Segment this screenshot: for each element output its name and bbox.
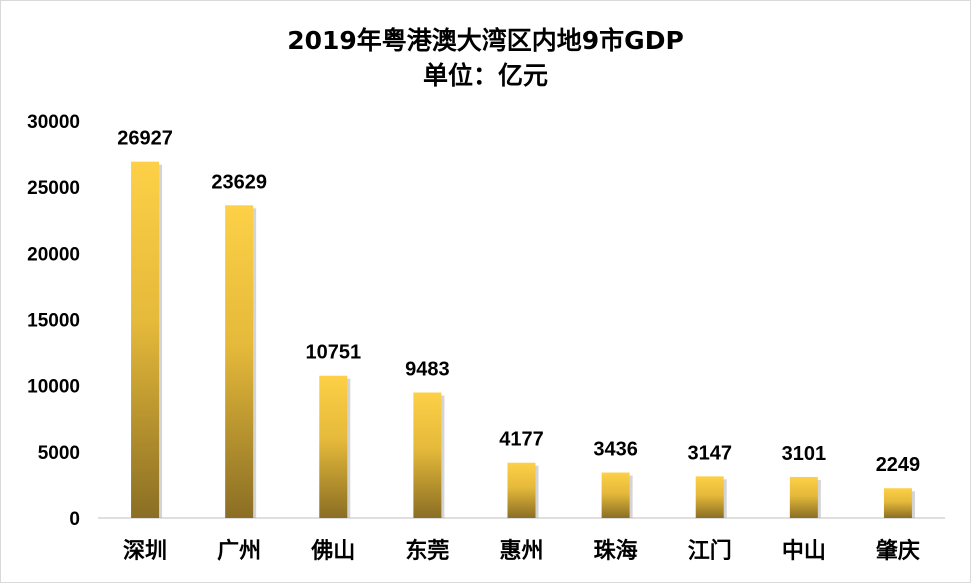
bar: [225, 205, 254, 518]
x-tick-label: 惠州: [499, 539, 543, 564]
y-tick-label: 0: [69, 509, 80, 530]
bar: [507, 462, 536, 518]
x-tick-label: 珠海: [594, 538, 638, 564]
y-tick-label: 30000: [27, 112, 80, 133]
bar: [695, 476, 724, 518]
data-label: 4177: [499, 429, 544, 451]
bar: [131, 161, 160, 519]
data-label: 9483: [405, 359, 450, 381]
data-label: 23629: [211, 171, 267, 193]
x-tick-label: 江门: [688, 538, 732, 564]
data-label: 2249: [876, 454, 921, 476]
y-tick-label: 15000: [27, 311, 80, 332]
x-tick-label: 肇庆: [876, 538, 920, 564]
x-tick-label: 深圳: [123, 539, 167, 564]
bar: [319, 375, 348, 518]
y-tick-label: 5000: [38, 443, 80, 464]
chart-subtitle: 单位：亿元: [422, 61, 548, 90]
data-label: 10751: [305, 342, 361, 364]
y-tick-label: 20000: [27, 244, 80, 265]
bar: [789, 476, 818, 518]
bar: [413, 392, 442, 518]
chart-title: 2019年粤港澳大湾区内地9市GDP: [287, 26, 684, 55]
x-tick-label: 东莞: [405, 538, 449, 564]
data-label: 3147: [687, 442, 732, 464]
data-label: 26927: [117, 128, 173, 150]
x-tick-label: 广州: [217, 538, 261, 564]
x-tick-label: 佛山: [310, 539, 355, 564]
y-tick-label: 25000: [27, 178, 80, 199]
x-tick-label: 中山: [782, 539, 826, 564]
bar: [883, 488, 912, 518]
data-label: 3101: [782, 443, 827, 465]
data-label: 3436: [593, 439, 638, 461]
y-tick-label: 10000: [27, 377, 80, 398]
bar: [601, 472, 630, 518]
